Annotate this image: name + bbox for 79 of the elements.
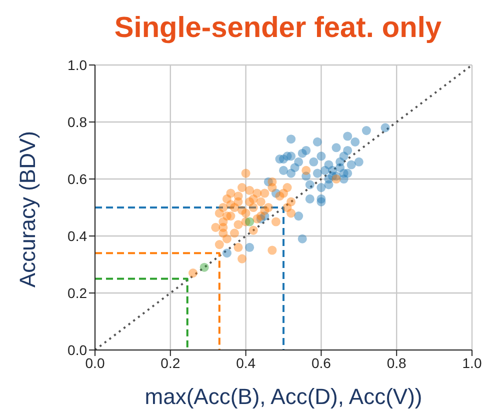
- y-tick-label: 0.0: [68, 342, 88, 358]
- point: [238, 183, 247, 192]
- point: [241, 168, 250, 178]
- point: [278, 188, 288, 198]
- point: [222, 212, 232, 221]
- point: [245, 217, 254, 226]
- point: [248, 194, 258, 204]
- point: [252, 214, 262, 224]
- point: [286, 168, 296, 178]
- point: [238, 254, 247, 264]
- point: [214, 240, 224, 250]
- x-tick-label: 0.4: [236, 354, 256, 371]
- point: [268, 177, 277, 186]
- y-axis-title: Accuracy (BDV): [14, 131, 40, 288]
- point: [222, 248, 232, 258]
- point: [234, 197, 243, 206]
- y-tick-label: 1.0: [68, 56, 88, 73]
- point: [222, 234, 232, 244]
- x-tick-label: 1.0: [462, 354, 482, 371]
- point: [188, 268, 198, 278]
- point: [332, 143, 341, 152]
- point: [380, 123, 390, 132]
- point: [248, 202, 258, 212]
- x-tick-label: 0.0: [85, 354, 105, 371]
- point: [346, 160, 356, 170]
- point: [305, 194, 314, 204]
- point: [302, 166, 311, 175]
- point: [343, 168, 352, 178]
- point: [218, 202, 228, 212]
- point: [245, 242, 254, 252]
- point: [256, 197, 266, 206]
- point: [309, 157, 318, 166]
- point: [354, 157, 364, 166]
- point: [294, 157, 304, 166]
- point: [316, 197, 326, 206]
- point: [286, 134, 296, 144]
- point: [316, 152, 326, 161]
- y-tick-label: 0.8: [68, 114, 88, 130]
- point: [343, 132, 352, 141]
- point: [302, 146, 311, 156]
- point: [234, 220, 243, 230]
- point: [294, 212, 304, 221]
- point: [298, 234, 307, 244]
- point: [312, 137, 322, 146]
- point: [286, 208, 296, 218]
- point: [230, 228, 240, 238]
- point: [211, 222, 220, 232]
- point: [260, 188, 270, 198]
- point: [286, 197, 296, 206]
- y-tick-label: 0.6: [68, 170, 88, 187]
- x-tick-label: 0.8: [386, 354, 407, 371]
- x-tick-label: 0.6: [311, 354, 332, 371]
- point: [350, 137, 360, 146]
- point: [275, 154, 284, 164]
- point: [282, 152, 292, 161]
- y-tick-label: 0.2: [68, 284, 88, 301]
- point: [200, 262, 209, 272]
- chart-title: Single-sender feat. only: [113, 11, 443, 46]
- point: [316, 183, 326, 192]
- point: [218, 222, 228, 232]
- point: [234, 242, 243, 252]
- point: [260, 206, 270, 215]
- y-tick-label: 0.4: [68, 228, 88, 244]
- point: [362, 126, 371, 136]
- point: [271, 217, 280, 226]
- point: [245, 186, 254, 195]
- x-tick-label: 0.2: [160, 354, 180, 371]
- point: [305, 180, 314, 190]
- point: [238, 206, 247, 215]
- x-axis-title: max(Acc(B), Acc(D), Acc(V)): [144, 384, 422, 409]
- point: [336, 163, 345, 172]
- point: [248, 226, 258, 235]
- point: [339, 152, 348, 161]
- point: [332, 174, 341, 184]
- point: [226, 188, 236, 198]
- point: [324, 160, 334, 170]
- point: [278, 166, 288, 175]
- point: [312, 168, 322, 178]
- point: [268, 246, 277, 255]
